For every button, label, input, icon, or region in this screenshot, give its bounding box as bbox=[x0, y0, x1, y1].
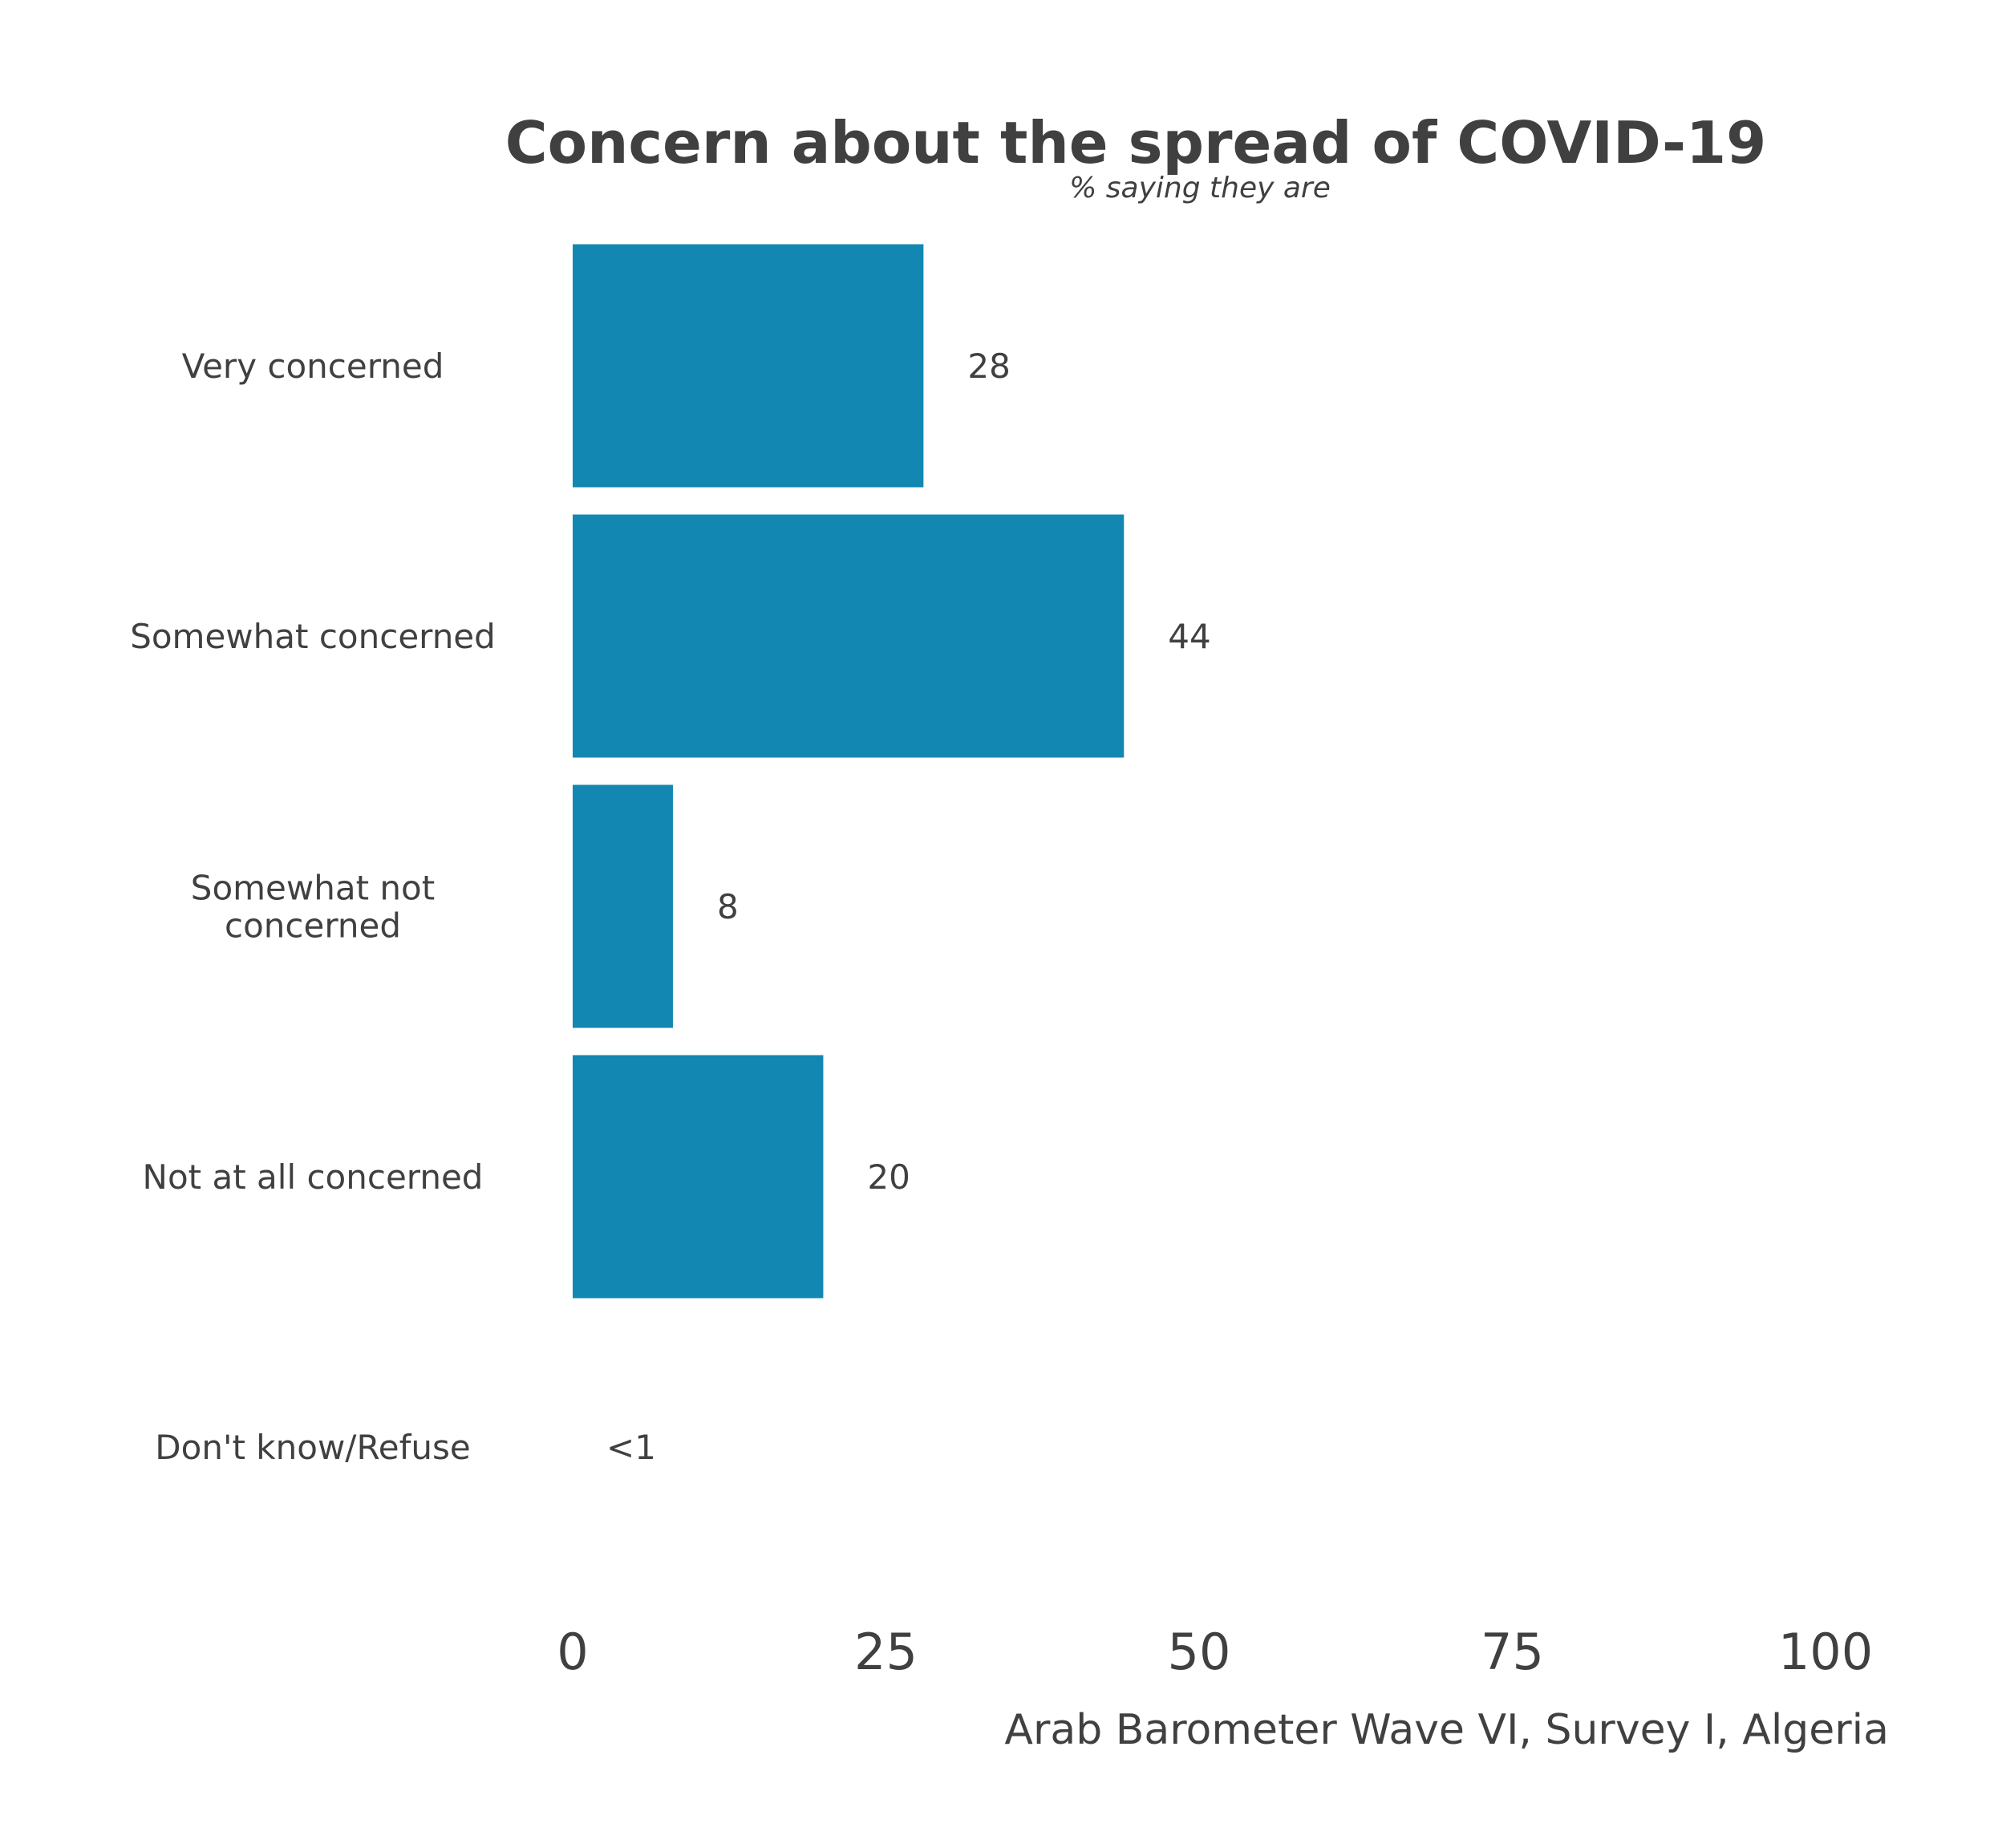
bar-not-at-all-concerned bbox=[573, 1055, 824, 1299]
source-caption: Arab Barometer Wave VI, Survey I, Algeri… bbox=[1004, 1706, 1889, 1754]
value-label-not-at-all-concerned: 20 bbox=[867, 1157, 910, 1197]
bars-group bbox=[573, 244, 1125, 1299]
x-tick-label: 75 bbox=[1481, 1623, 1544, 1681]
category-label-very-concerned: Very concerned bbox=[182, 346, 444, 386]
value-labels: 28 44 8 20 <1 bbox=[606, 346, 1211, 1467]
value-label-don-t-know-refuse: <1 bbox=[606, 1428, 656, 1467]
x-tick-label: 0 bbox=[557, 1623, 588, 1681]
x-tick-label: 50 bbox=[1168, 1623, 1231, 1681]
value-label-somewhat-not-concerned: 8 bbox=[717, 887, 739, 926]
value-label-somewhat-concerned: 44 bbox=[1168, 617, 1210, 656]
x-tick-label: 25 bbox=[854, 1623, 918, 1681]
bar-somewhat-not-concerned bbox=[573, 784, 673, 1028]
category-label-not-at-all-concerned: Not at all concerned bbox=[143, 1157, 484, 1197]
value-label-very-concerned: 28 bbox=[967, 346, 1010, 386]
x-axis-tick-labels: 0 25 50 75 100 bbox=[557, 1623, 1873, 1681]
bar-very-concerned bbox=[573, 244, 924, 488]
category-label-don-t-know-refuse: Don't know/Refuse bbox=[155, 1428, 470, 1467]
x-tick-label: 100 bbox=[1778, 1623, 1873, 1681]
category-label-somewhat-not-concerned: Somewhat not concerned bbox=[191, 869, 435, 946]
bar-somewhat-concerned bbox=[573, 514, 1125, 758]
chart-title: Concern about the spread of COVID-19 bbox=[505, 109, 1766, 176]
category-label-somewhat-concerned: Somewhat concerned bbox=[130, 617, 496, 656]
chart-subtitle: % saying they are bbox=[1069, 172, 1331, 205]
category-labels: Very concerned Somewhat concerned Somewhat… bbox=[130, 346, 496, 1467]
